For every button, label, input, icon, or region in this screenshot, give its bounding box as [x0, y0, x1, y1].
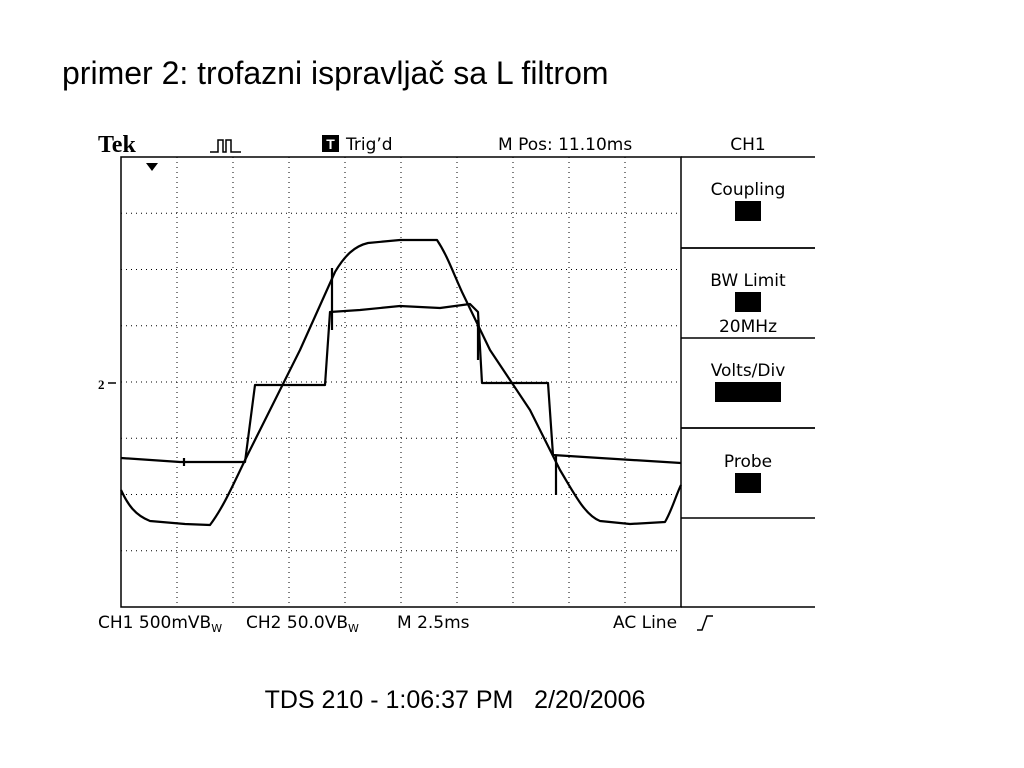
ch2-scale: CH2 50.0VBW — [246, 613, 359, 635]
caption: TDS 210 - 1:06:37 PM 2/20/2006 — [265, 686, 646, 714]
menu-value-box — [735, 292, 761, 312]
menu-label: Volts/Div — [711, 361, 786, 381]
trace-a — [120, 238, 682, 527]
trigger-icon-wave — [210, 139, 241, 153]
menu-value: Coarse — [719, 383, 778, 403]
bw-b: B — [336, 613, 348, 633]
ch1-scale-text: CH1 500mV — [98, 613, 200, 633]
bw-w: W — [348, 622, 359, 635]
menu-value: 1X — [737, 474, 760, 494]
timebase: M 2.5ms — [397, 613, 470, 633]
screen-border — [120, 156, 682, 608]
menu-label: Probe — [724, 452, 772, 472]
menu-value: ON — [735, 293, 761, 313]
ground-marker: 2 — [98, 377, 105, 392]
menu-extra: 20MHz — [719, 317, 777, 337]
trig-icon: T — [326, 136, 335, 152]
graticule — [121, 157, 681, 607]
brand: Tek — [98, 132, 136, 158]
menu-value-box — [735, 201, 761, 221]
bw-w: W — [211, 622, 222, 635]
trigger-source: AC Line — [613, 613, 677, 633]
slide-title: primer 2: trofazni ispravljač sa L filtr… — [62, 55, 609, 91]
menu-channel: CH1 — [730, 135, 765, 155]
menu-label: Coupling — [711, 180, 786, 200]
m-pos: M Pos: 11.10ms — [498, 135, 632, 155]
trig-state: Trig’d — [345, 135, 393, 155]
oscilloscope: Tek T Trig’d M Pos: 11.10ms CH1 2 Coupli… — [98, 132, 815, 635]
ch2-scale-text: CH2 50.0V — [246, 613, 337, 633]
trace-b — [120, 302, 682, 465]
trigger-slope — [697, 615, 713, 631]
bw-b: B — [200, 613, 212, 633]
trace-spikes — [182, 268, 558, 495]
menu-value-box — [735, 473, 761, 493]
menu-label: BW Limit — [710, 271, 786, 291]
ch1-scale: CH1 500mVBW — [98, 613, 222, 635]
menu-value-box — [715, 382, 781, 402]
trig-icon-box — [322, 135, 339, 152]
menu-value: DC — [736, 202, 761, 222]
trigger-pos-arrow — [146, 163, 158, 171]
